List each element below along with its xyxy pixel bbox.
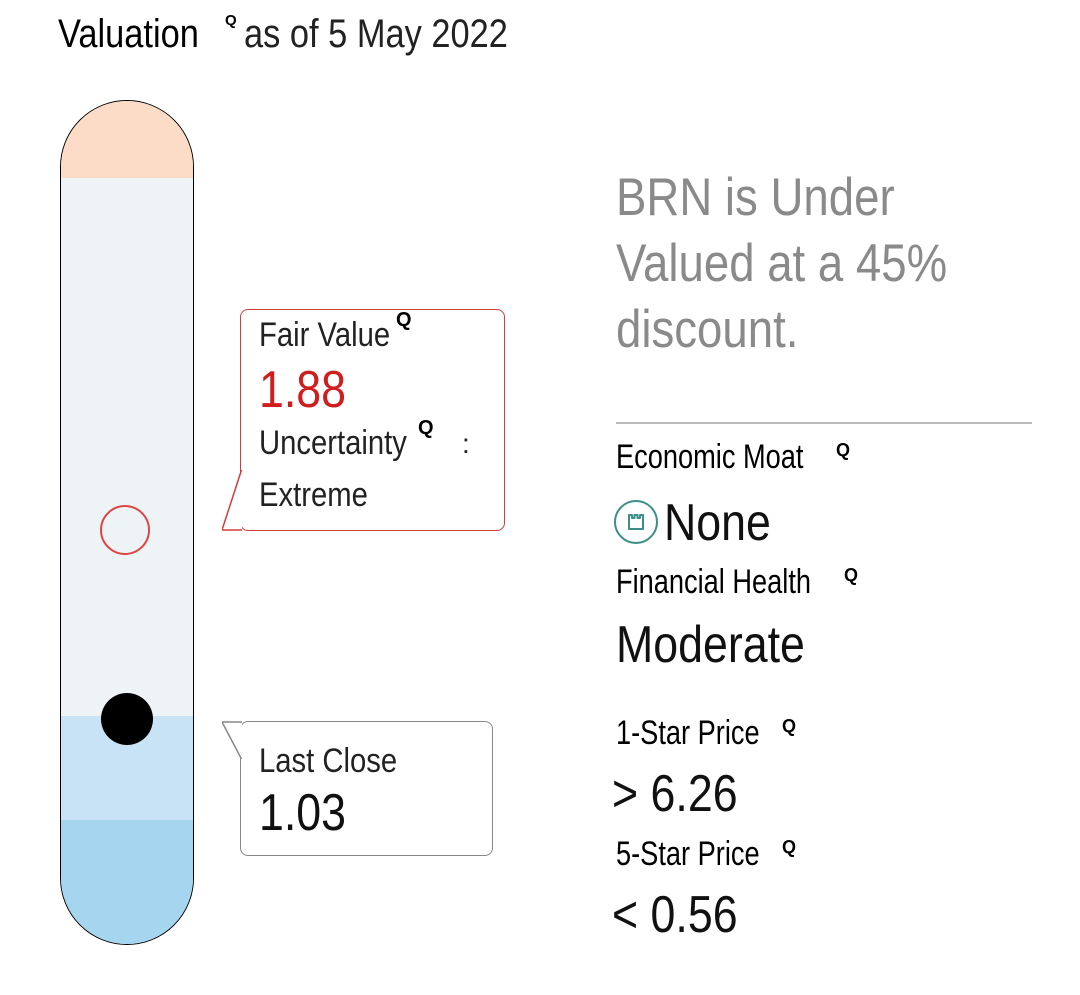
as-of-date: as of 5 May 2022	[244, 12, 508, 56]
last-close-callout	[240, 721, 493, 856]
last-close-amount: 1.03	[259, 784, 347, 842]
five-star-price-label: 5-Star Price	[616, 835, 760, 873]
one-star-price-value: > 6.26	[612, 765, 738, 823]
overvalued-zone	[61, 101, 193, 178]
fair-value-label: Fair Value	[259, 316, 391, 354]
valuation-info-icon[interactable]: Q	[225, 12, 237, 29]
uncertainty-label: Uncertainty	[259, 424, 407, 462]
five-star-price-value: < 0.56	[612, 886, 738, 944]
uncertainty-value: Extreme	[259, 476, 368, 514]
one-star-price-label: 1-Star Price	[616, 714, 760, 752]
financial-health-value: Moderate	[616, 616, 805, 674]
one-star-price-info-icon[interactable]: Q	[782, 716, 797, 736]
fair-value-marker	[100, 505, 150, 555]
fair-value-amount: 1.88	[259, 361, 347, 419]
uncertainty-separator: :	[462, 428, 470, 459]
fair-value-info-icon[interactable]: Q	[396, 309, 412, 331]
valuation-thermometer	[60, 100, 194, 945]
fair-value-callout-pointer	[222, 470, 243, 531]
economic-moat-label: Economic Moat	[616, 438, 804, 476]
last-close-callout-pointer	[222, 721, 243, 760]
economic-moat-value: None	[664, 494, 771, 552]
last-close-label: Last Close	[259, 742, 398, 780]
valuation-summary: BRN is Under Valued at a 45% discount.	[616, 168, 948, 359]
fair-value-callout	[240, 309, 505, 531]
last-close-marker	[101, 693, 153, 745]
financial-health-info-icon[interactable]: Q	[844, 565, 859, 585]
financial-health-label: Financial Health	[616, 563, 812, 601]
economic-moat-info-icon[interactable]: Q	[836, 440, 851, 460]
castle-tower-icon	[614, 500, 658, 544]
section-divider	[616, 422, 1032, 424]
five-star-price-info-icon[interactable]: Q	[782, 837, 797, 857]
valuation-title: Valuation	[58, 12, 199, 56]
uncertainty-info-icon[interactable]: Q	[418, 417, 434, 439]
undervalued-zone-lower	[61, 820, 193, 944]
